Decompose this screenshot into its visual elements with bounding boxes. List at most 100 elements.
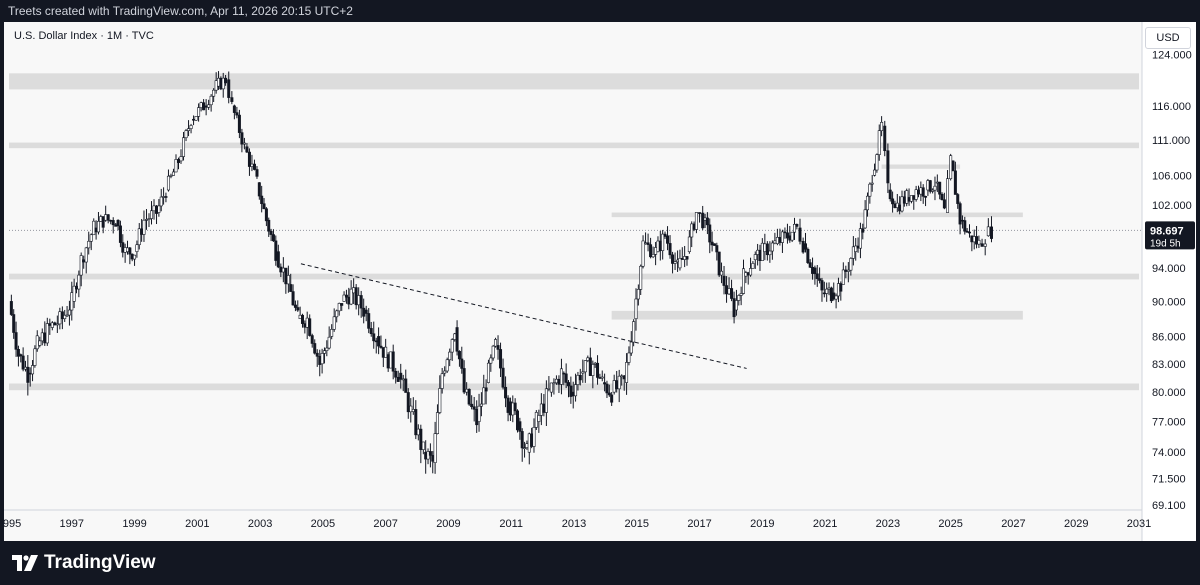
sr-zone[interactable]: [611, 310, 1023, 320]
candle: [506, 397, 510, 413]
candle: [712, 243, 716, 246]
candle: [827, 287, 831, 290]
candle: [194, 116, 198, 121]
sr-zone[interactable]: [9, 383, 1139, 391]
plot-background[interactable]: [4, 22, 1196, 541]
candle: [919, 187, 923, 195]
candle: [520, 431, 524, 449]
candle: [377, 336, 381, 347]
candle: [836, 283, 840, 297]
candle: [325, 347, 329, 351]
x-tick-label: 1997: [60, 518, 84, 530]
candle: [159, 196, 163, 207]
candle: [907, 197, 911, 202]
candle: [749, 268, 753, 276]
candle: [940, 193, 944, 201]
candle: [453, 333, 457, 340]
candle: [179, 156, 183, 162]
candle: [725, 285, 729, 295]
candle: [479, 403, 483, 407]
currency-badge[interactable]: USD: [1145, 27, 1191, 49]
chart-frame[interactable]: 69.100 71.500 74.000 77.000 80.000 83.000 86.0…: [4, 22, 1196, 541]
candle: [79, 255, 83, 276]
candle: [798, 227, 802, 242]
candle: [933, 185, 937, 191]
candle: [581, 371, 585, 374]
candle: [578, 374, 582, 381]
candle: [775, 237, 779, 244]
candle: [477, 405, 481, 422]
candle: [877, 130, 881, 155]
candle: [746, 272, 750, 276]
candle: [433, 433, 437, 463]
candle: [839, 283, 843, 292]
sr-zone[interactable]: [9, 142, 1139, 149]
price-axis-area[interactable]: [1142, 22, 1196, 541]
sr-zone[interactable]: [9, 73, 1139, 90]
candle: [199, 102, 203, 108]
candle: [240, 132, 244, 145]
candle: [654, 247, 658, 255]
candle: [416, 428, 420, 436]
candle: [219, 77, 223, 90]
candle: [703, 217, 707, 221]
candle: [942, 199, 946, 209]
candle: [567, 382, 571, 387]
trendline[interactable]: [300, 263, 747, 369]
candle: [806, 248, 810, 263]
candle: [924, 196, 928, 198]
y-tick-label: 74.000: [1152, 447, 1186, 459]
candle: [50, 322, 54, 328]
chart-canvas[interactable]: 69.100 71.500 74.000 77.000 80.000 83.000 86.0…: [4, 22, 1196, 541]
candle: [217, 77, 221, 87]
candle: [883, 125, 887, 152]
candle: [440, 373, 444, 389]
candle: [815, 273, 819, 279]
candle: [722, 275, 726, 286]
candle: [625, 362, 629, 383]
candle: [428, 451, 432, 456]
x-tick-label: 2017: [687, 518, 711, 530]
y-tick-label: 111.000: [1152, 135, 1190, 147]
candle: [271, 234, 275, 242]
candle: [144, 219, 148, 221]
candle: [683, 256, 687, 260]
sr-zone[interactable]: [611, 212, 1023, 218]
candle: [114, 224, 118, 227]
candle: [701, 212, 705, 229]
candle: [717, 251, 721, 276]
candle: [868, 183, 872, 197]
symbol-label[interactable]: U.S. Dollar Index · 1M · TVC: [14, 30, 154, 42]
candle: [291, 291, 295, 306]
last-price-badge: [1145, 221, 1195, 250]
candle: [956, 194, 960, 204]
candle: [671, 254, 675, 264]
candle: [443, 370, 447, 374]
candle: [900, 196, 904, 212]
candle: [811, 267, 815, 274]
candle: [690, 223, 694, 238]
candle: [916, 189, 920, 195]
candle: [340, 303, 344, 306]
candle: [486, 362, 490, 383]
candle: [362, 307, 366, 317]
candle: [610, 394, 614, 403]
candle: [67, 309, 71, 316]
candle: [342, 294, 346, 302]
candle: [909, 195, 913, 202]
candle: [912, 195, 916, 200]
candle: [421, 441, 425, 450]
candle: [349, 288, 353, 305]
candle: [389, 351, 393, 369]
candle: [281, 267, 285, 273]
sr-zone[interactable]: [881, 164, 961, 169]
candle: [808, 262, 812, 268]
candle: [16, 349, 20, 357]
candle: [426, 451, 430, 460]
sr-zone[interactable]: [9, 273, 1139, 280]
y-tick-label: 69.100: [1152, 500, 1186, 512]
brand-name: TradingView: [44, 552, 156, 573]
candle: [327, 336, 331, 349]
candle: [639, 265, 643, 290]
candle: [357, 295, 361, 306]
